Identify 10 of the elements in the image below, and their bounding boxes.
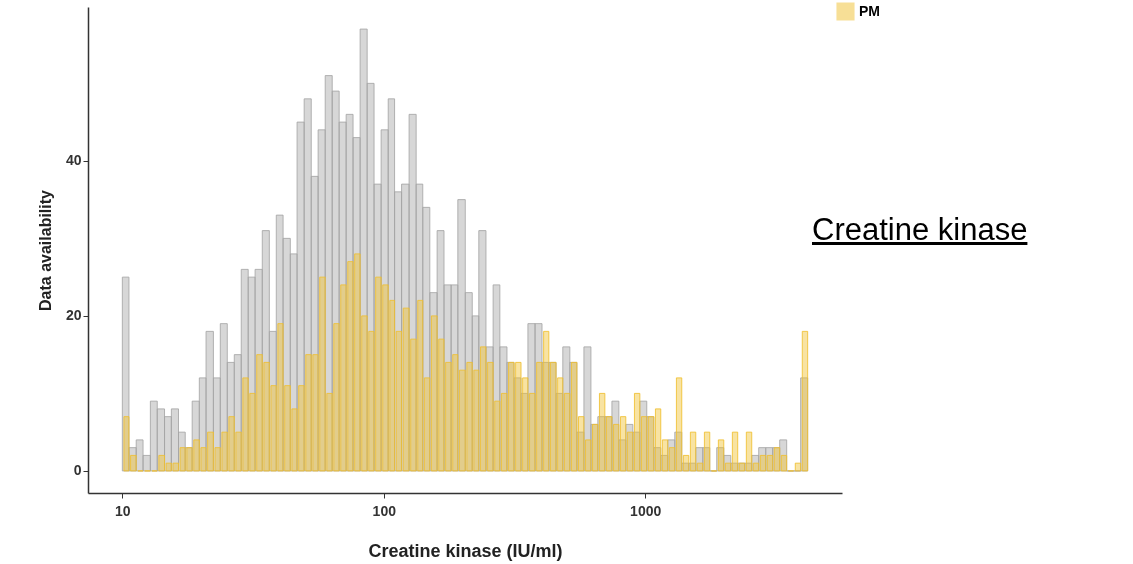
legend-label: PM	[859, 2, 880, 19]
x-axis-title: Creatine kinase (IU/ml)	[368, 540, 563, 561]
y-tick-label: 40	[65, 152, 82, 169]
annotation: Creatine kinase	[812, 212, 1028, 248]
x-tick-label: 100	[372, 502, 397, 519]
y-tick-label: 0	[73, 462, 82, 479]
x-tick-label: 10	[115, 502, 131, 519]
y-tick-label: 20	[65, 307, 82, 324]
x-tick-label: 1000	[630, 502, 662, 519]
y-axis-title: Data availability	[36, 189, 54, 311]
